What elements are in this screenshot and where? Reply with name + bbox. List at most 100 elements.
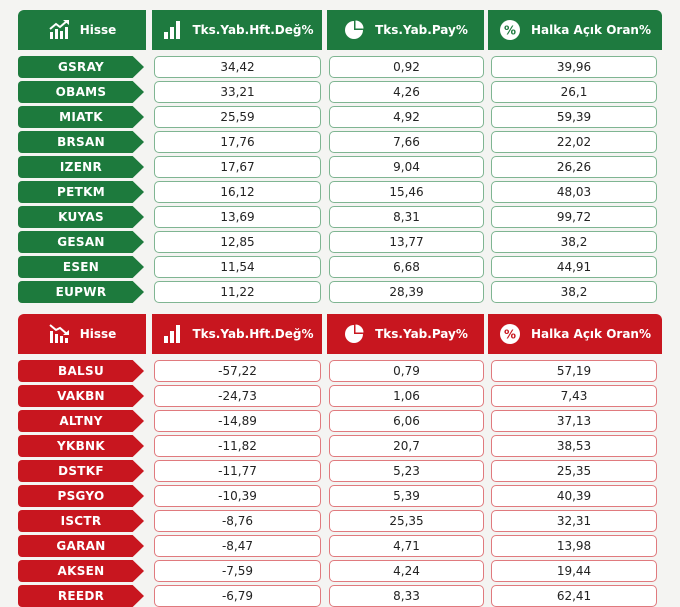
share-cell: 9,04 — [329, 156, 484, 178]
free-float-cell: 44,91 — [491, 256, 657, 278]
ticker-label: BALSU — [18, 360, 144, 382]
table-row: EUPWR 11,22 28,39 38,2 — [0, 281, 680, 303]
share-cell: 8,33 — [329, 585, 484, 607]
ticker-label: GSRAY — [18, 56, 144, 78]
header-label: Halka Açık Oran% — [531, 23, 651, 37]
weekly-change-cell: -24,73 — [154, 385, 321, 407]
weekly-change-cell: -11,82 — [154, 435, 321, 457]
weekly-change-cell: 11,22 — [154, 281, 321, 303]
weekly-change-cell: 33,21 — [154, 81, 321, 103]
share-cell: 4,26 — [329, 81, 484, 103]
free-float-cell: 39,96 — [491, 56, 657, 78]
free-float-cell: 99,72 — [491, 206, 657, 228]
weekly-change-cell: 25,59 — [154, 106, 321, 128]
share-cell: 0,92 — [329, 56, 484, 78]
share-cell: 4,92 — [329, 106, 484, 128]
table-header: Hisse Tks.Yab.Hft.Değ% Tks.Yab.Pay% — [0, 10, 680, 50]
table-header: Hisse Tks.Yab.Hft.Değ% Tks.Yab.Pay% — [0, 314, 680, 354]
share-cell: 13,77 — [329, 231, 484, 253]
table-row: IZENR 17,67 9,04 26,26 — [0, 156, 680, 178]
free-float-cell: 25,35 — [491, 460, 657, 482]
share-cell: 15,46 — [329, 181, 484, 203]
weekly-change-cell: -57,22 — [154, 360, 321, 382]
weekly-change-cell: 13,69 — [154, 206, 321, 228]
ticker-label: KUYAS — [18, 206, 144, 228]
share-cell: 6,06 — [329, 410, 484, 432]
table-row: PETKM 16,12 15,46 48,03 — [0, 181, 680, 203]
weekly-change-cell: 34,42 — [154, 56, 321, 78]
ticker-label: MIATK — [18, 106, 144, 128]
share-cell: 4,24 — [329, 560, 484, 582]
table-row: GARAN -8,47 4,71 13,98 — [0, 535, 680, 557]
share-cell: 4,71 — [329, 535, 484, 557]
ticker-label: EUPWR — [18, 281, 144, 303]
free-float-cell: 48,03 — [491, 181, 657, 203]
header-label: Halka Açık Oran% — [531, 327, 651, 341]
ticker-label: PETKM — [18, 181, 144, 203]
svg-text:%: % — [504, 328, 516, 342]
ticker-label: AKSEN — [18, 560, 144, 582]
weekly-change-cell: -11,77 — [154, 460, 321, 482]
free-float-cell: 40,39 — [491, 485, 657, 507]
table-row: YKBNK -11,82 20,7 38,53 — [0, 435, 680, 457]
ticker-label: BRSAN — [18, 131, 144, 153]
header-share: Tks.Yab.Pay% — [327, 314, 484, 354]
ticker-label: OBAMS — [18, 81, 144, 103]
weekly-change-cell: -14,89 — [154, 410, 321, 432]
gainers-table: Hisse Tks.Yab.Hft.Değ% Tks.Yab.Pay% — [0, 10, 680, 303]
free-float-cell: 26,26 — [491, 156, 657, 178]
weekly-change-cell: 17,67 — [154, 156, 321, 178]
share-cell: 5,23 — [329, 460, 484, 482]
pie-chart-icon — [343, 19, 365, 41]
ticker-label: VAKBN — [18, 385, 144, 407]
table-row: GSRAY 34,42 0,92 39,96 — [0, 56, 680, 78]
free-float-cell: 19,44 — [491, 560, 657, 582]
rising-chart-icon — [48, 19, 70, 41]
free-float-cell: 59,39 — [491, 106, 657, 128]
ticker-label: GESAN — [18, 231, 144, 253]
weekly-change-cell: 17,76 — [154, 131, 321, 153]
table-row: MIATK 25,59 4,92 59,39 — [0, 106, 680, 128]
weekly-change-cell: -10,39 — [154, 485, 321, 507]
weekly-change-cell: -7,59 — [154, 560, 321, 582]
header-label: Tks.Yab.Hft.Değ% — [192, 327, 314, 341]
ticker-label: REEDR — [18, 585, 144, 607]
pie-chart-icon — [343, 323, 365, 345]
share-cell: 7,66 — [329, 131, 484, 153]
weekly-change-cell: 11,54 — [154, 256, 321, 278]
ticker-label: YKBNK — [18, 435, 144, 457]
free-float-cell: 38,53 — [491, 435, 657, 457]
header-label: Hisse — [79, 327, 117, 341]
header-label: Tks.Yab.Hft.Değ% — [192, 23, 314, 37]
losers-table: Hisse Tks.Yab.Hft.Değ% Tks.Yab.Pay% — [0, 314, 680, 607]
free-float-cell: 38,2 — [491, 281, 657, 303]
free-float-cell: 62,41 — [491, 585, 657, 607]
share-cell: 28,39 — [329, 281, 484, 303]
free-float-cell: 57,19 — [491, 360, 657, 382]
free-float-cell: 32,31 — [491, 510, 657, 532]
table-row: BALSU -57,22 0,79 57,19 — [0, 360, 680, 382]
header-free-float: % Halka Açık Oran% — [488, 10, 662, 50]
table-row: GESAN 12,85 13,77 38,2 — [0, 231, 680, 253]
weekly-change-cell: -6,79 — [154, 585, 321, 607]
percent-icon: % — [499, 19, 521, 41]
table-row: BRSAN 17,76 7,66 22,02 — [0, 131, 680, 153]
table-row: KUYAS 13,69 8,31 99,72 — [0, 206, 680, 228]
header-weekly-change: Tks.Yab.Hft.Değ% — [152, 10, 322, 50]
header-free-float: % Halka Açık Oran% — [488, 314, 662, 354]
header-label: Tks.Yab.Pay% — [375, 23, 468, 37]
ticker-label: ALTNY — [18, 410, 144, 432]
table-row: AKSEN -7,59 4,24 19,44 — [0, 560, 680, 582]
table-row: OBAMS 33,21 4,26 26,1 — [0, 81, 680, 103]
share-cell: 20,7 — [329, 435, 484, 457]
weekly-change-cell: -8,76 — [154, 510, 321, 532]
ticker-label: DSTKF — [18, 460, 144, 482]
weekly-change-cell: 12,85 — [154, 231, 321, 253]
ticker-label: ESEN — [18, 256, 144, 278]
percent-icon: % — [499, 323, 521, 345]
header-weekly-change: Tks.Yab.Hft.Değ% — [152, 314, 322, 354]
table-row: ESEN 11,54 6,68 44,91 — [0, 256, 680, 278]
ticker-label: GARAN — [18, 535, 144, 557]
table-row: REEDR -6,79 8,33 62,41 — [0, 585, 680, 607]
share-cell: 0,79 — [329, 360, 484, 382]
